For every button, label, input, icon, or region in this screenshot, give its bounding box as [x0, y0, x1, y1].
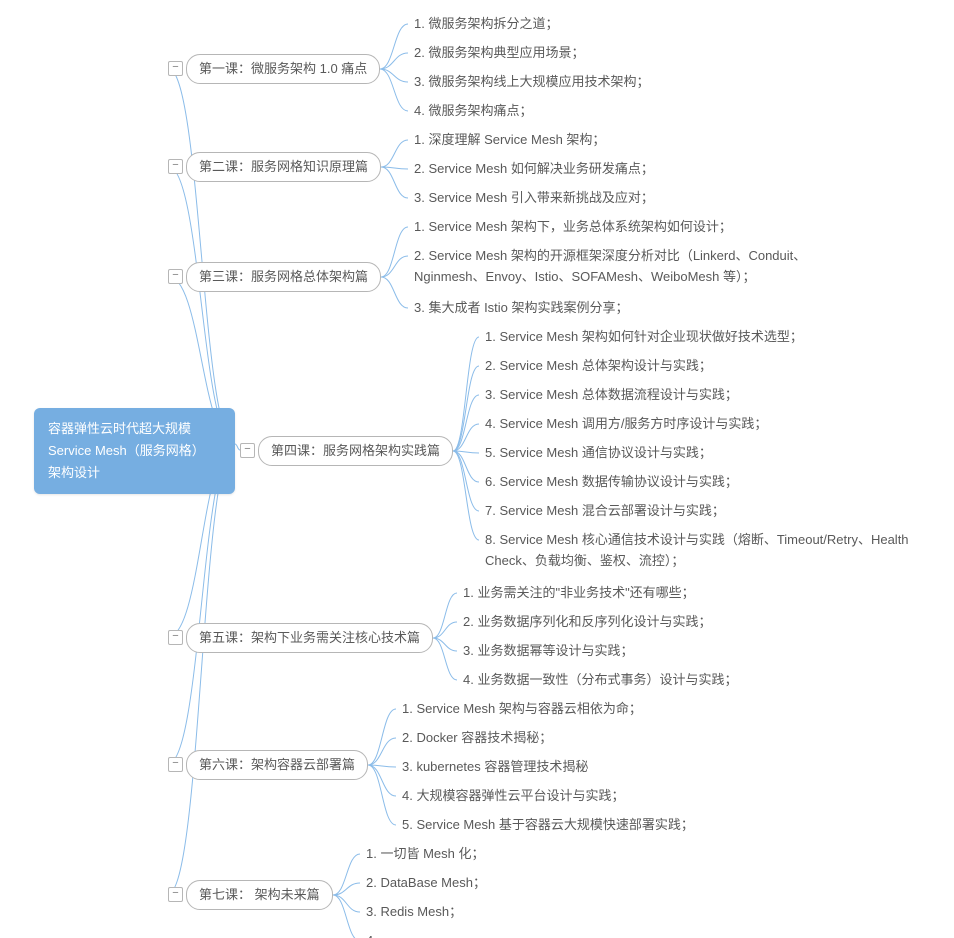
branch-node[interactable]: 第七课： 架构未来篇 — [186, 880, 333, 910]
leaf-text: 1. 微服务架构拆分之道； — [414, 14, 558, 35]
leaf-text: 2. Docker 容器技术揭秘； — [402, 728, 552, 749]
collapse-toggle[interactable]: − — [168, 269, 183, 284]
leaf-text: 2. Service Mesh 如何解决业务研发痛点； — [414, 159, 654, 180]
leaf-text: 2. Service Mesh 架构的开源框架深度分析对比（Linkerd、Co… — [414, 246, 824, 288]
leaf-text: 3. 业务数据幂等设计与实践； — [463, 641, 633, 662]
leaf-text: 3. 微服务架构线上大规模应用技术架构； — [414, 72, 649, 93]
root-node[interactable]: 容器弹性云时代超大规模 Service Mesh（服务网格） 架构设计 — [34, 408, 235, 494]
leaf-text: 5. Service Mesh 通信协议设计与实践； — [485, 443, 712, 464]
leaf-text: 4. 业务数据一致性（分布式事务）设计与实践； — [463, 670, 737, 691]
branch-node[interactable]: 第四课：服务网格架构实践篇 — [258, 436, 453, 466]
leaf-text: 2. 业务数据序列化和反序列化设计与实践； — [463, 612, 711, 633]
leaf-text: 1. 一切皆 Mesh 化； — [366, 844, 484, 865]
collapse-toggle[interactable]: − — [168, 757, 183, 772]
root-line-1: 容器弹性云时代超大规模 — [48, 418, 221, 440]
mindmap-canvas: 容器弹性云时代超大规模 Service Mesh（服务网格） 架构设计 −第一课… — [0, 0, 954, 938]
leaf-text: 1. 业务需关注的"非业务技术"还有哪些； — [463, 583, 695, 604]
branch-node[interactable]: 第二课：服务网格知识原理篇 — [186, 152, 381, 182]
leaf-text: 1. Service Mesh 架构与容器云相依为命； — [402, 699, 642, 720]
leaf-text: 4. 大规模容器弹性云平台设计与实践； — [402, 786, 624, 807]
root-line-3: 架构设计 — [48, 462, 221, 484]
leaf-text: 1. 深度理解 Service Mesh 架构； — [414, 130, 605, 151]
branch-node[interactable]: 第六课：架构容器云部署篇 — [186, 750, 368, 780]
collapse-toggle[interactable]: − — [168, 159, 183, 174]
collapse-toggle[interactable]: − — [168, 630, 183, 645]
leaf-text: 2. 微服务架构典型应用场景； — [414, 43, 584, 64]
leaf-text: 8. Service Mesh 核心通信技术设计与实践（熔断、Timeout/R… — [485, 530, 945, 572]
branch-node[interactable]: 第五课：架构下业务需关注核心技术篇 — [186, 623, 433, 653]
root-line-2: Service Mesh（服务网格） — [48, 440, 221, 462]
leaf-text: 3. Service Mesh 引入带来新挑战及应对； — [414, 188, 654, 209]
branch-node[interactable]: 第三课：服务网格总体架构篇 — [186, 262, 381, 292]
collapse-toggle[interactable]: − — [168, 61, 183, 76]
leaf-text: 4. ...... — [366, 931, 402, 938]
leaf-text: 1. Service Mesh 架构下，业务总体系统架构如何设计； — [414, 217, 732, 238]
collapse-toggle[interactable]: − — [240, 443, 255, 458]
branch-node[interactable]: 第一课：微服务架构 1.0 痛点 — [186, 54, 380, 84]
leaf-text: 4. 微服务架构痛点； — [414, 101, 532, 122]
leaf-text: 7. Service Mesh 混合云部署设计与实践； — [485, 501, 725, 522]
collapse-toggle[interactable]: − — [168, 887, 183, 902]
leaf-text: 1. Service Mesh 架构如何针对企业现状做好技术选型； — [485, 327, 803, 348]
leaf-text: 2. DataBase Mesh； — [366, 873, 486, 894]
leaf-text: 5. Service Mesh 基于容器云大规模快速部署实践； — [402, 815, 694, 836]
leaf-text: 3. 集大成者 Istio 架构实践案例分享； — [414, 298, 629, 319]
leaf-text: 4. Service Mesh 调用方/服务方时序设计与实践； — [485, 414, 767, 435]
leaf-text: 3. Redis Mesh； — [366, 902, 462, 923]
leaf-text: 2. Service Mesh 总体架构设计与实践； — [485, 356, 712, 377]
leaf-text: 6. Service Mesh 数据传输协议设计与实践； — [485, 472, 738, 493]
leaf-text: 3. kubernetes 容器管理技术揭秘 — [402, 757, 588, 778]
leaf-text: 3. Service Mesh 总体数据流程设计与实践； — [485, 385, 738, 406]
